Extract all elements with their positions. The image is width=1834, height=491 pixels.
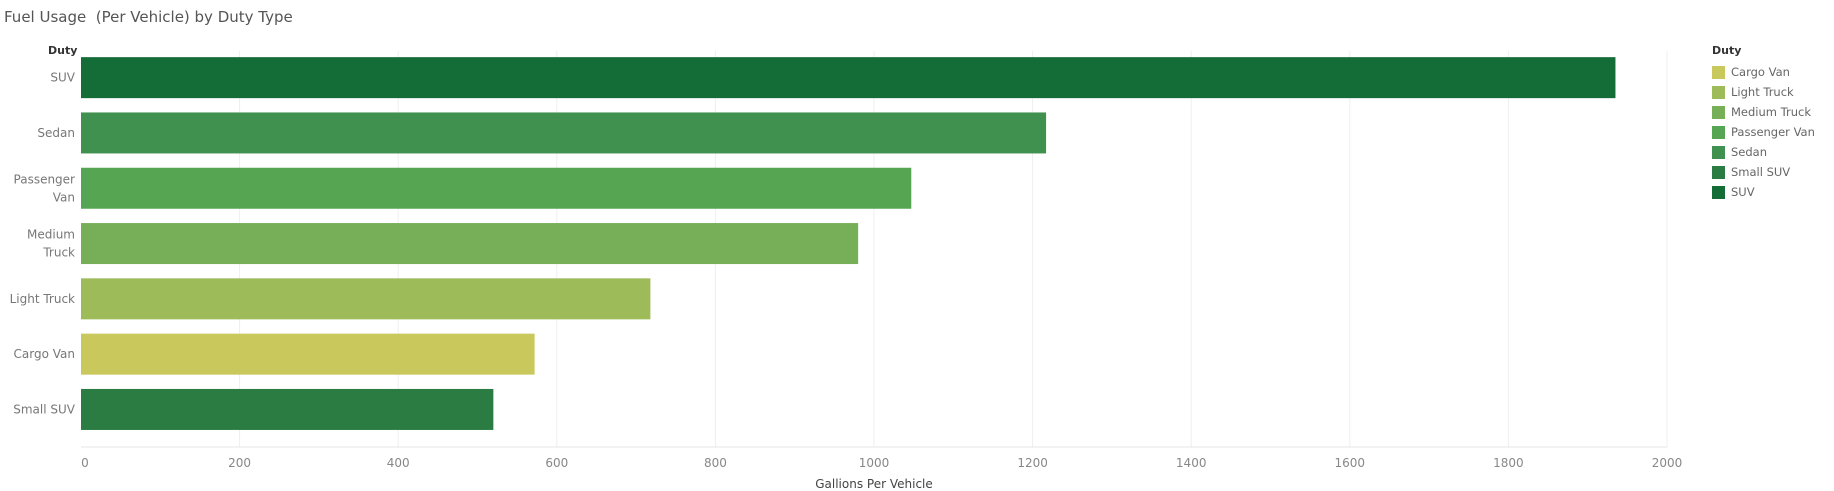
- category-label: Sedan: [37, 126, 75, 140]
- legend-swatch: [1712, 105, 1725, 119]
- x-tick-label: 800: [704, 456, 727, 470]
- bar-chart: SUV: 1935 SUV Sedan: 1217 Sedan Passenger Va…: [10, 51, 1683, 491]
- legend-swatch: [1712, 125, 1725, 139]
- legend-item[interactable]: Cargo Van: [1712, 62, 1830, 82]
- legend-swatch: [1712, 65, 1725, 79]
- legend-items: Cargo Van Light Truck Medium Truck Passenge…: [1712, 62, 1830, 202]
- x-tick-label: 2000: [1652, 456, 1683, 470]
- bar-medium-truck[interactable]: Medium Truck: 980: [81, 223, 859, 265]
- legend-label: Small SUV: [1731, 165, 1791, 179]
- x-tick-label: 0: [81, 456, 89, 470]
- bar-light-truck[interactable]: Light Truck: 718: [81, 278, 651, 320]
- legend-swatch: [1712, 85, 1725, 99]
- legend-label: Passenger Van: [1731, 125, 1815, 139]
- legend-item[interactable]: SUV: [1712, 182, 1830, 202]
- category-label: SUV: [50, 71, 75, 85]
- legend-swatch: [1712, 145, 1725, 159]
- category-label: Cargo Van: [14, 347, 75, 361]
- legend-item[interactable]: Small SUV: [1712, 162, 1830, 182]
- x-tick-label: 1600: [1335, 456, 1366, 470]
- category-label: Passenger: [14, 172, 76, 186]
- chart-title: Fuel Usage (Per Vehicle) by Duty Type: [4, 8, 293, 26]
- bar-cargo-van[interactable]: Cargo Van: 572: [81, 333, 535, 375]
- legend-item[interactable]: Light Truck: [1712, 82, 1830, 102]
- bar-passenger-van[interactable]: Passenger Van: 1047: [81, 167, 912, 209]
- bar-suv[interactable]: SUV: 1935: [81, 57, 1616, 99]
- legend: Duty Cargo Van Light Truck Medium Truck Pas…: [1712, 44, 1830, 202]
- legend-item[interactable]: Passenger Van: [1712, 122, 1830, 142]
- legend-item[interactable]: Medium Truck: [1712, 102, 1830, 122]
- legend-swatch: [1712, 185, 1725, 199]
- x-tick-label: 1400: [1176, 456, 1207, 470]
- legend-label: SUV: [1731, 185, 1755, 199]
- x-tick-label: 600: [545, 456, 568, 470]
- legend-label: Cargo Van: [1731, 65, 1790, 79]
- x-tick-label: 200: [228, 456, 251, 470]
- legend-label: Light Truck: [1731, 85, 1794, 99]
- legend-swatch: [1712, 165, 1725, 179]
- x-axis-title: Gallions Per Vehicle: [815, 477, 933, 491]
- x-tick-label: 1000: [859, 456, 890, 470]
- category-label: Truck: [42, 246, 75, 260]
- legend-title: Duty: [1712, 44, 1742, 57]
- category-label: Medium: [27, 228, 75, 242]
- category-label: Van: [53, 190, 75, 204]
- category-label: Light Truck: [10, 292, 75, 306]
- legend-label: Sedan: [1731, 145, 1768, 159]
- legend-label: Medium Truck: [1731, 105, 1811, 119]
- legend-item[interactable]: Sedan: [1712, 142, 1830, 162]
- row-header-duty: Duty: [48, 44, 78, 57]
- bar-small-suv[interactable]: Small SUV: 520: [81, 388, 494, 430]
- category-label: Small SUV: [13, 402, 76, 416]
- bar-sedan[interactable]: Sedan: 1217: [81, 112, 1047, 154]
- x-tick-label: 400: [387, 456, 410, 470]
- x-tick-label: 1800: [1493, 456, 1524, 470]
- x-tick-label: 1200: [1017, 456, 1048, 470]
